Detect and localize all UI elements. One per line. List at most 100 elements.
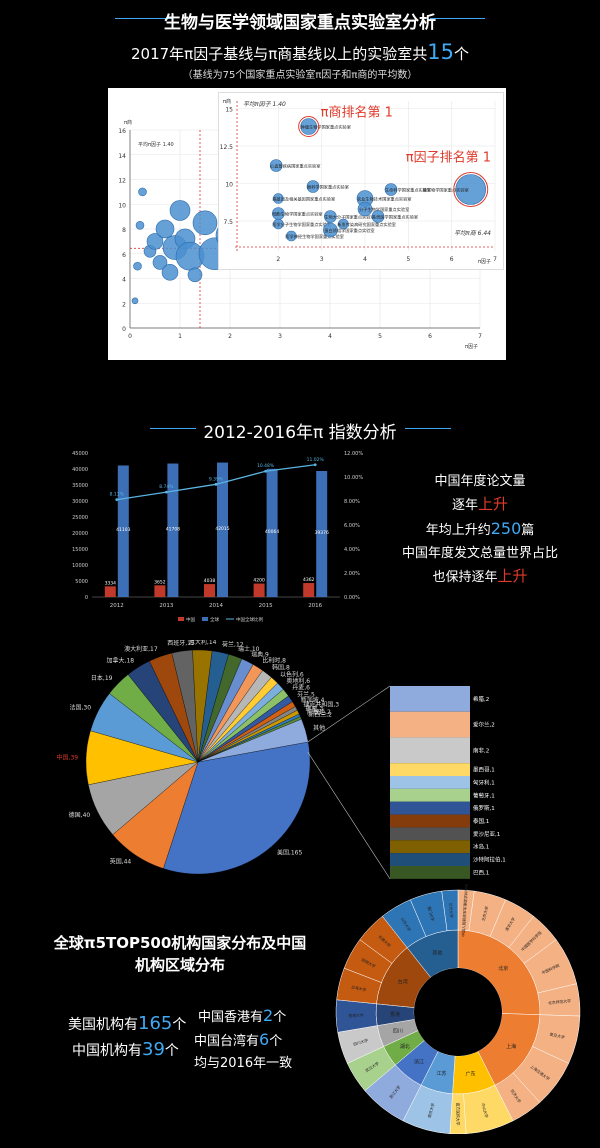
y-tick-label: 14 [118,153,126,160]
inset-x-tick-label: 3 [320,256,324,263]
breakdown-segment [390,737,470,764]
bar-world [217,462,228,597]
tw-count: 中国台湾有6个 [194,1030,282,1052]
pie-slice-label: 新西兰,2 [308,711,332,719]
pie-slice-label: 意大利,14 [189,640,217,646]
scatter-point [155,219,175,239]
breakdown-segment [390,763,470,776]
x-tick-label: 5 [378,333,382,340]
donut-outer-label: 南京大学 [427,1102,436,1118]
bar-china [204,584,215,597]
header2-rule-left [150,428,196,429]
us-num: 165 [138,1013,173,1034]
x-tick-label: 4 [328,333,332,340]
inset-point [300,118,317,135]
consistency-note: 均与2016年一致 [194,1056,293,1071]
donut-hole [414,968,502,1056]
bar-world-label: 41708 [166,526,180,532]
cn-pre: 中国机构有 [72,1043,142,1059]
bar-y2-tick-label: 10.00% [344,475,363,481]
inset-x-axis-label: π因子 [478,258,491,265]
inset-y-tick-label: 7.5 [223,219,233,226]
header2-rule-right [405,428,451,429]
y-tick-label: 8 [122,227,126,234]
y-tick-label: 12 [118,178,126,185]
donut-outer-slice [441,889,459,932]
bar-china-label: 4038 [204,578,216,584]
bar-china-label: 4362 [303,577,315,583]
inset-point [338,218,349,230]
bar-china-label: 3334 [105,580,117,586]
breakdown-segment [390,788,470,802]
tw-pre: 中国台湾有 [194,1034,260,1049]
pie-slice-label: 奥地利,6 [286,677,310,685]
headline-post: 个 [453,45,469,63]
donut-outer-label: 兰州大学 [448,902,454,918]
breakdown-segment [390,840,470,854]
scatter-inset-panel: 7.5 10 12.5 15 2 3 4 5 6 7 π因子 π商 平均π因子 1.40 平均π商 6.4… [218,92,504,270]
bar-y2-tick-label: 2.00% [344,571,360,577]
side-line5-pre: 也保持逐年 [432,570,498,585]
inset-point [357,201,373,217]
annotation-factor-rank: π因子排名第 1 [406,150,491,166]
inset-point-label: 肿瘤生物学国家重点实验室 [301,124,351,131]
x-tick-label: 6 [428,333,432,340]
donut-outer-label: 中国人民解放军军事医学科学院 [461,884,470,937]
country-pie-chart: 美国,165 英国,44 德国,40 中国,39 法国,30 日本,19 加拿大,18 澳大利… [57,640,506,880]
inset-point-label: 新发传染病研究国家重点实验室 [337,221,396,228]
bar-y-tick-label: 0 [85,595,88,601]
bar-world [167,463,179,597]
breakdown-label: 泰国,1 [473,817,489,825]
rank1-quotient-ring [298,116,320,137]
side-line5-hl: 上升 [497,567,528,585]
x-tick-label: 0 [128,333,132,340]
bar-y-tick-label: 45000 [72,451,88,457]
rank1-factor-ring [453,172,489,207]
cn-num: 39 [142,1039,165,1060]
section1-headline: 2017年π因子基线与π商基线以上的实验室共15个 [0,40,600,64]
pie-slice-label: 西班牙,15 [167,640,195,647]
inset-point [455,174,487,205]
section4-title: 全球π5TOP500机构国家分布及中国 机构区域分布 [30,932,330,976]
donut-inner-label: 湖北 [400,1043,410,1050]
inset-point [371,210,385,223]
inset-y-axis-label: π商 [223,98,231,105]
bar-y2-tick-label: 0.00% [344,595,360,601]
inset-point-label: 癌基因及相关基因国家重点实验室 [272,196,335,203]
inset-x-tick-label: 2 [276,256,280,263]
donut-outer-label: 台湾大学 [351,984,367,992]
inset-point [273,193,284,204]
legend-ratio-label: 中国全球比例 [236,616,263,623]
pie-slice-label: 比利时,8 [262,657,286,665]
bar-world [117,465,129,597]
bar-y-tick-label: 40000 [72,467,88,473]
bar-y-tick-label: 35000 [72,483,88,489]
donut-outer-label: 北京师范大学 [548,998,571,1005]
hk-num: 2 [263,1006,274,1025]
breakdown-label: 巴西,1 [473,869,489,876]
pie-slice-label: 英国,44 [110,858,132,866]
baseline-x-label: 平均π因子 1.40 [138,141,174,148]
inset-x-tick-label: 6 [450,256,454,263]
cn-count: 中国机构有39个 [72,1040,179,1061]
inset-point-label: 系统医学国家重点实验室 [372,214,418,221]
pie-slice-label: 荷兰,12 [222,640,244,648]
y-tick-label: 4 [122,277,126,284]
pie-slice-label: 瑞士,10 [238,645,260,653]
inset-point-label: 农业生物技术国家重点实验室 [357,196,411,203]
pie-slice-label: 芬兰,5 [297,690,315,698]
bar-y2-tick-label: 4.00% [344,547,360,553]
legend-world-label: 全球 [210,616,219,623]
bar-world [266,468,278,597]
pie-slice-label: 丹麦,6 [292,684,310,692]
breakdown-label: 俄罗斯,1 [473,804,495,812]
inset-x-tick-label: 4 [363,256,367,263]
inset-baseline-y-label: 平均π商 6.44 [454,229,491,237]
bar-y2-tick-label: 6.00% [344,523,360,529]
inset-point-label: 医学分子生物学国家重点实验室 [272,221,331,228]
scatter-point [161,264,179,281]
y-tick-label: 0 [122,326,126,333]
inset-point [273,218,284,230]
inset-y-tick-label: 12.5 [220,144,234,151]
